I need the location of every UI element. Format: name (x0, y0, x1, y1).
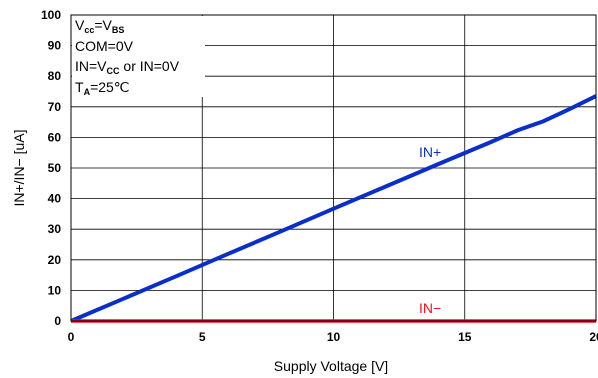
y-tick-label: 50 (48, 161, 62, 175)
series-label-in-plus: IN+ (419, 144, 441, 160)
y-tick-label: 0 (54, 314, 61, 328)
condition-line-2: COM=0V (75, 38, 134, 54)
x-tick-label: 5 (199, 330, 206, 344)
x-tick-label: 20 (589, 330, 598, 344)
y-axis-title: IN+/IN− [uA] (11, 129, 27, 206)
y-tick-label: 90 (48, 39, 62, 53)
x-tick-label: 0 (68, 330, 75, 344)
conditions-box-frame (72, 16, 205, 97)
y-tick-label: 60 (48, 130, 62, 144)
series-label-in-minus: IN− (419, 300, 441, 316)
condition-line-4: TA=25℃ (75, 79, 130, 97)
series-line-in-plus (70, 94, 597, 323)
y-tick-label: 20 (48, 253, 62, 267)
plot-frame (70, 14, 597, 322)
condition-line-1: Vcc=VBS (75, 17, 124, 35)
x-axis-title: Supply Voltage [V] (274, 358, 388, 374)
conditions-box: Vcc=VBS COM=0V IN=VCC or IN=0V TA=25℃ (72, 16, 205, 97)
y-tick-label: 10 (48, 283, 62, 297)
x-tick-label: 15 (458, 330, 472, 344)
y-tick-label: 70 (48, 100, 62, 114)
y-tick-label: 40 (48, 192, 62, 206)
y-tick-label: 100 (41, 8, 61, 22)
x-tick-label: 10 (327, 330, 341, 344)
tick-layer: 0 10 20 30 40 50 60 70 80 90 100 0 5 10 15 20 (41, 8, 598, 344)
y-tick-label: 30 (48, 222, 62, 236)
condition-line-3: IN=VCC or IN=0V (75, 58, 180, 76)
y-tick-label: 80 (48, 69, 62, 83)
